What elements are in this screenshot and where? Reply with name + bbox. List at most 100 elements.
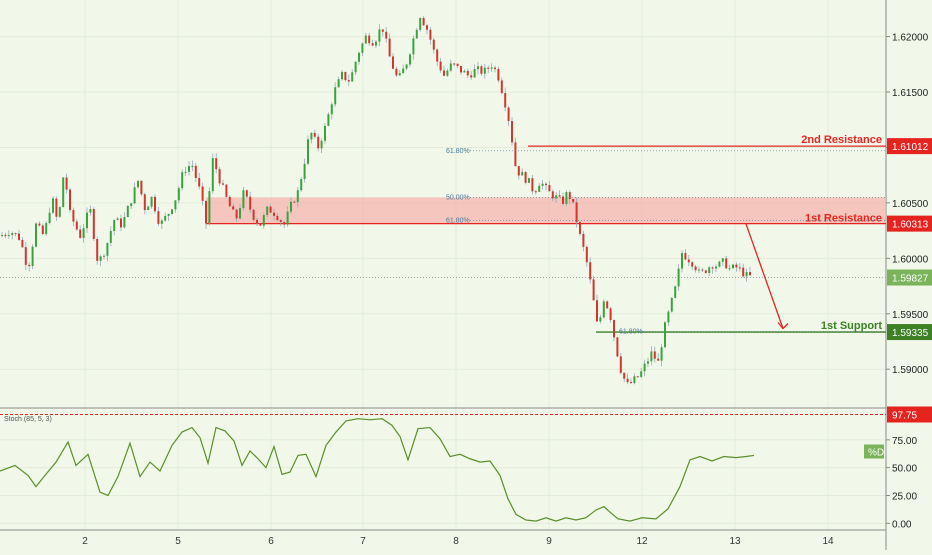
candle-body (92, 209, 95, 239)
candle-body (504, 93, 507, 108)
candle-body (657, 358, 660, 361)
candle-body (375, 41, 377, 46)
level-price-badge: 1.60313 (892, 220, 929, 231)
candle-body (677, 268, 680, 287)
candle-body (341, 71, 343, 80)
forecast-arrow (745, 223, 789, 330)
candle-body (147, 206, 150, 211)
candle-body (378, 29, 381, 42)
candle-body (517, 166, 520, 176)
candle-body (320, 140, 323, 149)
candle-body (633, 376, 636, 384)
candle-body (286, 211, 289, 225)
candle-body (653, 351, 656, 359)
candle-body (660, 347, 663, 361)
candle-body (259, 223, 262, 226)
candle-body (725, 258, 728, 269)
fib-label: 61.80% (446, 218, 470, 225)
candle-body (738, 267, 741, 269)
candle-body (541, 183, 544, 186)
candle-body (579, 222, 581, 234)
candle-body (313, 132, 316, 137)
candle-body (402, 68, 405, 74)
candle-body (228, 196, 231, 207)
candle-body (354, 61, 357, 73)
candle-body (619, 356, 622, 373)
candle-body (351, 72, 354, 82)
candle-body (368, 35, 371, 44)
candle-body (181, 172, 184, 189)
candle-body (273, 212, 275, 216)
candle-body (466, 70, 469, 76)
candle-body (38, 223, 41, 226)
candle-body (426, 25, 428, 30)
forecast-arrow-head (777, 322, 789, 330)
candle-body (245, 190, 248, 197)
candle-body (694, 266, 697, 271)
candle-body (222, 183, 224, 185)
candle-body (123, 216, 126, 228)
candle-body (72, 209, 75, 222)
candle-body (528, 178, 530, 183)
candle-body (249, 196, 252, 210)
candle-body (483, 67, 486, 74)
price-tick-label: 1.60500 (892, 199, 929, 210)
candle-body (41, 225, 44, 235)
candle-body (636, 376, 639, 378)
candle-body (62, 177, 65, 208)
candle-body (398, 73, 401, 76)
candle-body (310, 132, 313, 140)
candle-body (18, 233, 20, 240)
candle-body (477, 66, 479, 70)
candle-body (211, 158, 214, 192)
candle-body (201, 186, 204, 201)
candle-body (599, 317, 602, 322)
candle-body (473, 69, 476, 78)
candle-body (443, 70, 445, 76)
candle-body (449, 63, 452, 71)
candle-body (198, 178, 201, 187)
candle-body (456, 63, 459, 66)
level-price-badge: 1.61012 (892, 142, 929, 153)
candle-body (171, 209, 173, 214)
candle-body (347, 80, 350, 82)
candle-body (215, 158, 218, 170)
candle-body (701, 269, 704, 271)
indicator-title: Stoch (85, 5, 3) (4, 416, 52, 423)
candle-body (732, 264, 734, 269)
candle-body (65, 177, 68, 190)
candle-body (14, 233, 17, 235)
stoch-tick-label: 0.00 (892, 519, 912, 530)
candle-body (177, 188, 180, 201)
candle-body (120, 218, 122, 228)
fib-labels: 61.80% 50.00% 61.80% 61.80% (446, 148, 886, 336)
candle-body (130, 203, 133, 207)
price-tick-label: 1.61500 (892, 88, 929, 99)
candle-body (150, 196, 153, 207)
candle-body (113, 219, 116, 231)
overbought-badge-bg (887, 406, 932, 423)
candle-body (681, 253, 683, 269)
candle-body (630, 382, 632, 384)
candle-body (531, 178, 534, 192)
candle-body (31, 246, 34, 267)
candle-body (470, 75, 473, 78)
candle-body (718, 261, 721, 267)
candle-body (364, 35, 367, 44)
candle-body (300, 179, 303, 191)
candle-body (385, 31, 388, 39)
candle-body (48, 212, 51, 224)
candle-body (463, 70, 466, 73)
candle-body (307, 139, 309, 164)
candle-body (562, 196, 564, 204)
candle-body (609, 308, 612, 321)
resistance-zone-rect (206, 197, 886, 224)
candle-body (167, 213, 170, 216)
candle-body (565, 192, 568, 204)
candle-body (623, 372, 626, 379)
candle-body (7, 235, 10, 237)
candle-body (745, 272, 748, 277)
candle-body (545, 183, 547, 186)
